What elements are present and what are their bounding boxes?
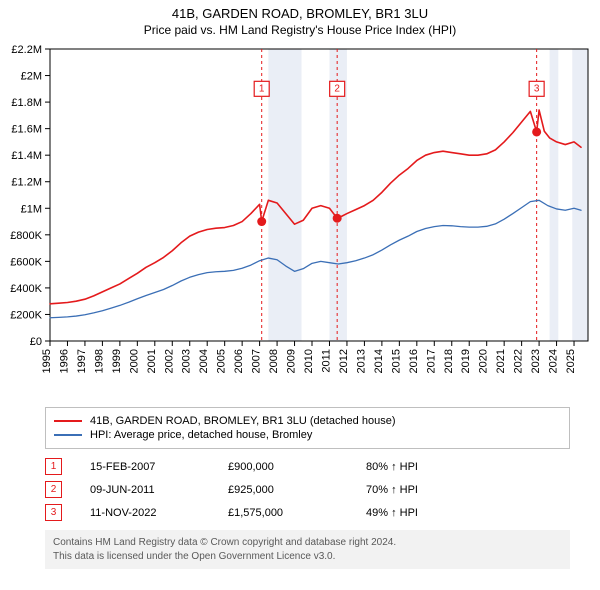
event-date: 11-NOV-2022 xyxy=(90,507,200,519)
svg-text:2012: 2012 xyxy=(338,349,350,373)
page-title: 41B, GARDEN ROAD, BROMLEY, BR1 3LU xyxy=(0,0,600,21)
legend-item: HPI: Average price, detached house, Brom… xyxy=(54,428,561,442)
svg-text:2001: 2001 xyxy=(146,349,158,373)
event-delta: 80% ↑ HPI xyxy=(366,461,570,473)
event-date: 09-JUN-2011 xyxy=(90,484,200,496)
svg-text:£1.4M: £1.4M xyxy=(11,150,42,162)
svg-text:£600K: £600K xyxy=(10,256,42,268)
svg-text:£2M: £2M xyxy=(21,71,42,83)
svg-text:1996: 1996 xyxy=(58,349,70,373)
legend-swatch xyxy=(54,420,82,422)
svg-text:1997: 1997 xyxy=(76,349,88,373)
legend-label: 41B, GARDEN ROAD, BROMLEY, BR1 3LU (deta… xyxy=(90,415,396,427)
event-badge: 3 xyxy=(45,504,62,521)
svg-text:£800K: £800K xyxy=(10,230,42,242)
svg-text:2013: 2013 xyxy=(355,349,367,373)
svg-text:2003: 2003 xyxy=(181,349,193,373)
svg-text:2004: 2004 xyxy=(198,349,210,373)
chart-legend: 41B, GARDEN ROAD, BROMLEY, BR1 3LU (deta… xyxy=(45,407,570,449)
svg-text:£1.2M: £1.2M xyxy=(11,177,42,189)
legend-label: HPI: Average price, detached house, Brom… xyxy=(90,429,312,441)
footer-line-1: Contains HM Land Registry data © Crown c… xyxy=(53,536,562,550)
legend-swatch xyxy=(54,434,82,436)
svg-text:£1M: £1M xyxy=(21,203,42,215)
svg-text:2: 2 xyxy=(334,83,340,94)
sale-event-row: 2 09-JUN-2011 £925,000 70% ↑ HPI xyxy=(45,478,570,501)
svg-text:£1.6M: £1.6M xyxy=(11,124,42,136)
svg-text:2005: 2005 xyxy=(216,349,228,373)
svg-text:£400K: £400K xyxy=(10,283,42,295)
svg-text:2002: 2002 xyxy=(163,349,175,373)
svg-text:£1.8M: £1.8M xyxy=(11,97,42,109)
event-delta: 49% ↑ HPI xyxy=(366,507,570,519)
svg-text:2022: 2022 xyxy=(513,349,525,373)
svg-text:2025: 2025 xyxy=(565,349,577,373)
svg-text:2016: 2016 xyxy=(408,349,420,373)
page-subtitle: Price paid vs. HM Land Registry's House … xyxy=(0,21,600,41)
svg-text:2023: 2023 xyxy=(530,349,542,373)
svg-text:2024: 2024 xyxy=(548,349,560,373)
svg-text:1998: 1998 xyxy=(93,349,105,373)
svg-text:2007: 2007 xyxy=(251,349,263,373)
event-badge: 2 xyxy=(45,481,62,498)
svg-text:2014: 2014 xyxy=(373,349,385,373)
svg-text:2020: 2020 xyxy=(478,349,490,373)
event-price: £900,000 xyxy=(228,461,338,473)
svg-text:2018: 2018 xyxy=(443,349,455,373)
event-price: £925,000 xyxy=(228,484,338,496)
sale-events-table: 1 15-FEB-2007 £900,000 80% ↑ HPI 2 09-JUN-201… xyxy=(45,455,570,524)
svg-text:2009: 2009 xyxy=(286,349,298,373)
event-date: 15-FEB-2007 xyxy=(90,461,200,473)
sale-event-row: 1 15-FEB-2007 £900,000 80% ↑ HPI xyxy=(45,455,570,478)
svg-text:2010: 2010 xyxy=(303,349,315,373)
svg-text:£2.2M: £2.2M xyxy=(11,44,42,56)
attribution-footer: Contains HM Land Registry data © Crown c… xyxy=(45,530,570,569)
svg-text:2017: 2017 xyxy=(425,349,437,373)
svg-text:£200K: £200K xyxy=(10,309,42,321)
svg-text:2006: 2006 xyxy=(233,349,245,373)
svg-text:2021: 2021 xyxy=(495,349,507,373)
svg-text:2008: 2008 xyxy=(268,349,280,373)
svg-text:2011: 2011 xyxy=(320,349,332,373)
event-price: £1,575,000 xyxy=(228,507,338,519)
event-badge: 1 xyxy=(45,458,62,475)
sale-event-row: 3 11-NOV-2022 £1,575,000 49% ↑ HPI xyxy=(45,501,570,524)
svg-text:1999: 1999 xyxy=(111,349,123,373)
chart-svg: £0 £200K £400K £600K £800K £1M £1.2M £1.4M £1.6M… xyxy=(0,41,600,401)
price-chart: £0 £200K £400K £600K £800K £1M £1.2M £1.4M £1.6M… xyxy=(0,41,600,401)
svg-text:1995: 1995 xyxy=(41,349,53,373)
footer-line-2: This data is licensed under the Open Gov… xyxy=(53,550,562,564)
svg-text:2015: 2015 xyxy=(390,349,402,373)
event-delta: 70% ↑ HPI xyxy=(366,484,570,496)
legend-item: 41B, GARDEN ROAD, BROMLEY, BR1 3LU (deta… xyxy=(54,414,561,428)
svg-text:3: 3 xyxy=(534,83,540,94)
svg-text:1: 1 xyxy=(259,83,265,94)
svg-text:£0: £0 xyxy=(30,336,42,348)
svg-text:2019: 2019 xyxy=(460,349,472,373)
svg-text:2000: 2000 xyxy=(128,349,140,373)
